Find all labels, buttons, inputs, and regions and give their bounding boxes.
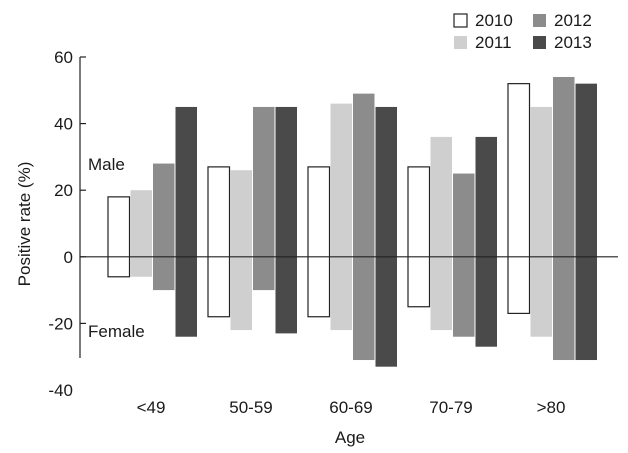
bar-2010-3 (407, 166, 431, 308)
x-axis-title: Age (335, 428, 365, 447)
male-annotation: Male (88, 155, 125, 174)
x-tick-label: <49 (137, 398, 166, 417)
legend-label-2010: 2010 (475, 11, 513, 30)
y-tick-label: 20 (54, 181, 73, 200)
bar-2013-1 (275, 106, 297, 334)
legend-swatch-2011 (454, 36, 467, 49)
x-tick-label: >80 (537, 398, 566, 417)
legend-swatch-2010 (453, 13, 468, 28)
bar-2013-0 (175, 106, 197, 337)
bar-2012-0 (153, 163, 175, 291)
bar-2011-1 (230, 170, 252, 331)
y-tick-label: 40 (54, 115, 73, 134)
y-tick-label: 0 (64, 248, 73, 267)
bar-2010-4 (507, 83, 531, 315)
x-tick-labels-group: <49 50-59 60-69 70-79 >80 (137, 398, 566, 417)
legend-swatch-2012 (533, 14, 546, 27)
bar-2010-1 (207, 166, 231, 318)
bar-2012-4 (553, 76, 575, 361)
y-tick-label: -20 (48, 314, 73, 333)
legend-label-2013: 2013 (554, 33, 592, 52)
legend: 2010 2011 2012 2013 (453, 11, 592, 52)
y-ticks-group: 60 40 20 0 -20 -40 (48, 48, 86, 400)
bar-2011-2 (330, 103, 352, 331)
bar-2012-3 (453, 173, 475, 337)
female-annotation: Female (88, 322, 145, 341)
bar-2012-2 (353, 93, 375, 361)
legend-label-2012: 2012 (554, 11, 592, 30)
bar-2013-2 (375, 106, 397, 367)
bar-2011-3 (430, 136, 452, 331)
y-tick-label: -40 (48, 381, 73, 400)
y-axis-title: Positive rate (%) (15, 162, 34, 287)
bar-2012-1 (253, 106, 275, 291)
y-tick-label: 60 (54, 48, 73, 67)
bar-2013-3 (475, 136, 497, 347)
bar-2011-0 (130, 190, 152, 277)
legend-swatch-2013 (533, 36, 546, 49)
x-tick-label: 70-79 (429, 398, 472, 417)
bar-2010-2 (307, 166, 331, 318)
bar-2011-4 (530, 106, 552, 337)
bar-2010-0 (107, 196, 131, 278)
legend-label-2011: 2011 (475, 33, 512, 52)
x-tick-label: 50-59 (229, 398, 272, 417)
bars-group (107, 76, 597, 367)
bar-2013-4 (575, 83, 597, 361)
x-tick-label: 60-69 (329, 398, 372, 417)
